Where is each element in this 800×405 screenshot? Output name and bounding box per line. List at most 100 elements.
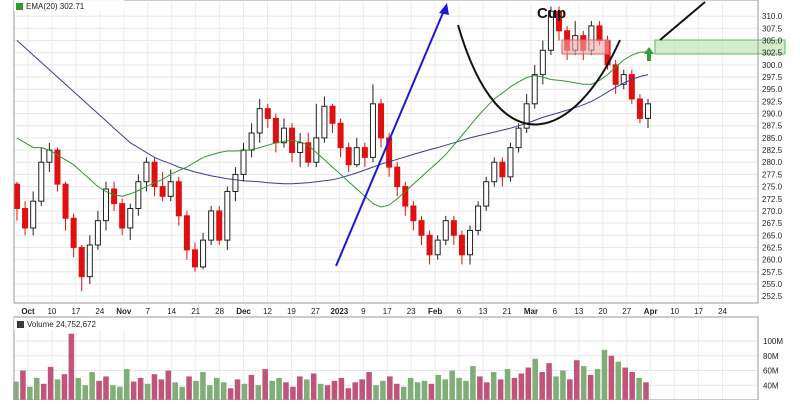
price-frame (13, 0, 759, 304)
volume-bar (518, 373, 525, 400)
volume-bar (608, 355, 615, 400)
volume-bar (622, 367, 628, 400)
volume-y-axis: 100M 80M 60M 40M (763, 337, 783, 390)
candle-body (111, 188, 118, 205)
y-tick-label: 257.5 (762, 268, 783, 277)
volume-bar (394, 383, 400, 400)
y-tick-label: 260.0 (762, 256, 783, 265)
candle-body (612, 64, 619, 85)
volume-bar (574, 360, 580, 400)
volume-bar (20, 370, 26, 400)
x-tick-label: 12 (263, 307, 272, 316)
y-tick-label: 290.0 (762, 110, 783, 119)
legend-volume: Volume 24,752,672 (27, 320, 96, 329)
candle-body (402, 186, 409, 207)
volume-bar (241, 383, 248, 400)
uptrend-arrowhead (439, 3, 449, 15)
x-tick-label: 27 (622, 307, 631, 316)
candle-body (337, 122, 344, 149)
volume-bar (407, 377, 414, 400)
volume-bar (172, 382, 178, 400)
cup-curve (457, 24, 621, 126)
volume-bar (248, 374, 255, 400)
volume-bar (276, 377, 282, 400)
volume-bar (643, 382, 649, 400)
candle-body (313, 137, 320, 163)
volume-bar (428, 383, 435, 400)
candle-body (46, 149, 53, 163)
volume-bar (567, 379, 573, 400)
volume-bar (193, 380, 199, 400)
candle-body (135, 181, 142, 209)
volume-bar (629, 372, 635, 400)
candle-body (628, 74, 635, 100)
volume-bar (414, 382, 421, 400)
candle-body (426, 234, 433, 256)
volume-bar (103, 376, 109, 400)
x-tick-label: Feb (428, 307, 442, 316)
volume-bar (117, 386, 123, 400)
volume-bar (490, 372, 497, 400)
y-tick-label: 287.5 (762, 122, 783, 131)
x-tick-label: Oct (21, 307, 35, 316)
candle-body (216, 210, 223, 241)
volume-bar (47, 366, 54, 400)
volume-bar (186, 376, 192, 400)
candle-body (531, 74, 538, 105)
x-tick-label: 23 (407, 307, 416, 316)
volume-bar (387, 376, 393, 400)
candle-body (353, 147, 360, 166)
x-tick-label: 27 (311, 307, 320, 316)
candle-body (183, 215, 190, 251)
x-tick-label: 21 (191, 307, 200, 316)
candle-body (240, 149, 247, 175)
candle-body (499, 161, 506, 178)
candle-body (483, 181, 490, 207)
volume-bar (580, 366, 587, 400)
volume-bar (137, 377, 144, 400)
volume-bar (297, 376, 303, 400)
volume-bar (594, 369, 601, 400)
x-tick-label: Nov (116, 307, 132, 316)
volume-bars (13, 333, 649, 400)
y-tick-label: 300.0 (762, 61, 783, 70)
x-tick-label: 17 (71, 307, 80, 316)
candle-body (410, 205, 417, 222)
volume-bar (442, 379, 448, 400)
volume-bar (75, 377, 82, 400)
volume-bar (553, 376, 559, 400)
candle-body (369, 103, 376, 158)
candle-body (523, 103, 530, 129)
volume-bar (463, 380, 469, 400)
volume-bar (636, 377, 642, 400)
candle-body (248, 132, 255, 151)
candle-body (539, 49, 546, 76)
handle-trend-line (659, 1, 706, 41)
volume-bar (587, 374, 594, 400)
volume-bar (511, 377, 518, 400)
x-tick-label: 21 (503, 307, 512, 316)
volume-bar (13, 381, 19, 400)
volume-bar (96, 380, 102, 400)
y-tick-label: 252.5 (762, 292, 783, 301)
ema-line (16, 51, 649, 208)
x-tick-label: 14 (167, 307, 176, 316)
candle-body (361, 147, 368, 158)
volume-bar (220, 382, 227, 400)
y-tick-label: 262.5 (762, 243, 783, 252)
volume-bar (539, 372, 545, 400)
volume-bar (435, 374, 442, 400)
volume-tick-label: 80M (763, 352, 779, 361)
annotation-cup: Cup (537, 5, 566, 22)
y-tick-label: 272.5 (762, 195, 783, 204)
candle-body (62, 183, 69, 219)
y-tick-label: 295.0 (762, 85, 783, 94)
candle-body (434, 239, 441, 256)
candle-body (102, 188, 109, 222)
volume-bar (130, 381, 137, 400)
candle-body (418, 220, 425, 236)
candle-body (143, 161, 150, 183)
